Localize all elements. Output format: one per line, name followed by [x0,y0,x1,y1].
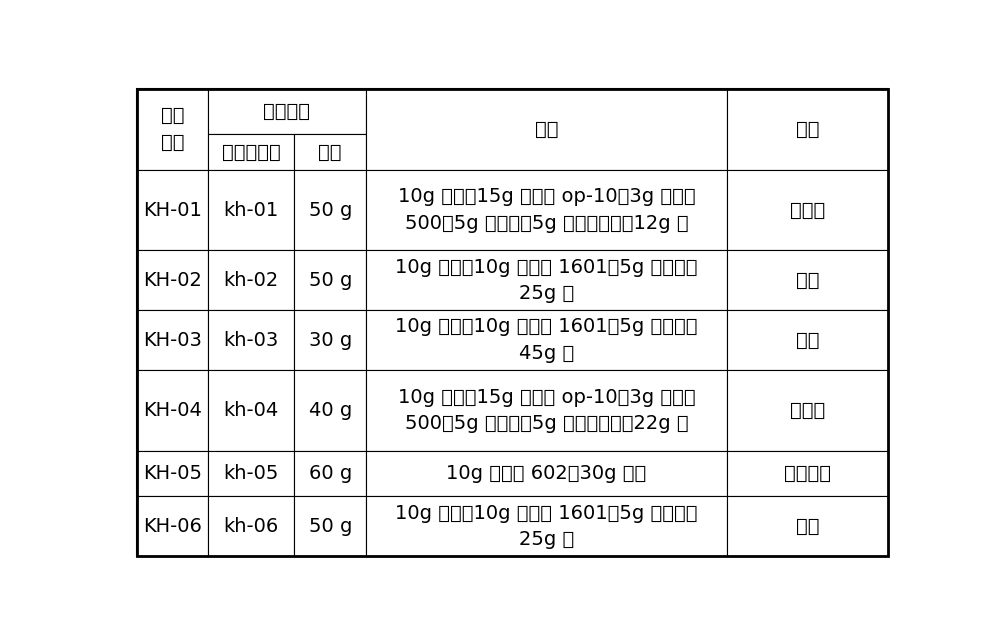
Text: kh-02: kh-02 [224,271,279,290]
Bar [137,451,208,497]
Text: 剂型: 剂型 [796,120,819,139]
Text: 50 g: 50 g [309,271,352,290]
Bar [137,497,208,556]
Bar [208,370,294,451]
Text: 提取液编号: 提取液编号 [222,142,281,162]
Text: 60 g: 60 g [309,464,352,483]
Text: 10g 乙醇，15g 乳化剂 op-10，3g 乳化剂
500，5g 乙二醇，5g 二甲基亚砜，22g 水: 10g 乙醇，15g 乳化剂 op-10，3g 乳化剂 500，5g 乙二醇，5… [398,387,695,433]
Bar [294,451,366,497]
Bar [366,170,727,251]
Text: KH-06: KH-06 [143,517,202,536]
Bar [366,251,727,310]
Text: 10g 乙醇，10g 乳化剂 1601，5g 乙二醇，
45g 水: 10g 乙醇，10g 乳化剂 1601，5g 乙二醇， 45g 水 [395,317,698,363]
Text: 10g 乙醇，10g 乳化剂 1601，5g 乙二醇，
25g 水: 10g 乙醇，10g 乳化剂 1601，5g 乙二醇， 25g 水 [395,504,698,549]
Text: 助剂: 助剂 [535,120,558,139]
Bar [727,170,888,251]
Text: KH-02: KH-02 [143,271,202,290]
Text: 微乳剂: 微乳剂 [790,200,825,219]
Text: KH-05: KH-05 [143,464,202,483]
Text: 50 g: 50 g [309,517,352,536]
Text: 水剂: 水剂 [796,331,819,350]
Bar [727,88,888,170]
Text: 水剂: 水剂 [796,271,819,290]
Bar [137,370,208,451]
Bar [727,310,888,370]
Bar [208,88,366,134]
Bar [208,451,294,497]
Text: 水剂: 水剂 [796,517,819,536]
Bar [294,370,366,451]
Bar [294,170,366,251]
Text: 质量: 质量 [318,142,342,162]
Bar [294,134,366,170]
Bar [294,310,366,370]
Bar [208,497,294,556]
Text: 可溶液剂: 可溶液剂 [784,464,831,483]
Text: KH-01: KH-01 [143,200,202,219]
Text: 50 g: 50 g [309,200,352,219]
Bar [208,251,294,310]
Text: 10g 乙醇，10g 乳化剂 1601，5g 乙二醇，
25g 水: 10g 乙醇，10g 乳化剂 1601，5g 乙二醇， 25g 水 [395,258,698,303]
Bar [727,370,888,451]
Bar [208,310,294,370]
Text: 活性成分: 活性成分 [263,102,310,121]
Bar [366,310,727,370]
Bar [137,170,208,251]
Text: kh-04: kh-04 [224,401,279,420]
Text: KH-03: KH-03 [143,331,202,350]
Bar [727,251,888,310]
Bar [366,451,727,497]
Bar [294,497,366,556]
Bar [366,497,727,556]
Bar [727,497,888,556]
Text: kh-01: kh-01 [224,200,279,219]
Bar [137,251,208,310]
Bar [294,251,366,310]
Text: 试剂
编号: 试剂 编号 [161,106,184,152]
Text: 微乳剂: 微乳剂 [790,401,825,420]
Bar [366,370,727,451]
Bar [137,310,208,370]
Bar [137,88,208,170]
Text: kh-03: kh-03 [224,331,279,350]
Text: 10g 乙醇，15g 乳化剂 op-10，3g 乳化剂
500，5g 乙二醇，5g 二甲基亚砜，12g 水: 10g 乙醇，15g 乳化剂 op-10，3g 乳化剂 500，5g 乙二醇，5… [398,187,695,233]
Text: KH-04: KH-04 [143,401,202,420]
Text: kh-05: kh-05 [224,464,279,483]
Text: 40 g: 40 g [309,401,352,420]
Bar [727,451,888,497]
Text: 30 g: 30 g [309,331,352,350]
Text: kh-06: kh-06 [224,517,279,536]
Bar [208,170,294,251]
Text: 10g 乳化剂 602，30g 乙醇: 10g 乳化剂 602，30g 乙醇 [446,464,646,483]
Bar [208,134,294,170]
Bar [366,88,727,170]
